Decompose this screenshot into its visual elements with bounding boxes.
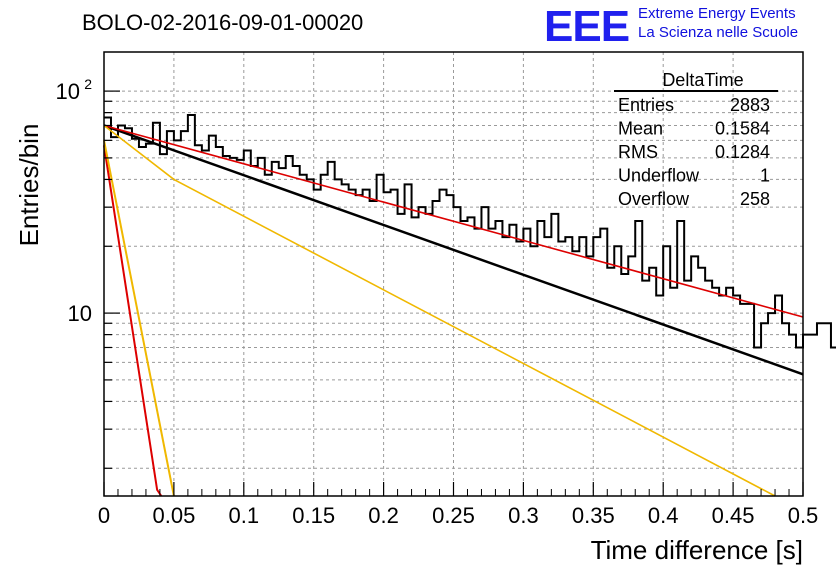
y-axis-label: Entries/bin [14,124,44,247]
fit-line-0 [103,124,804,376]
fit-line-1 [103,124,804,318]
grid [104,52,803,496]
plot-title: BOLO-02-2016-09-01-00020 [82,10,364,35]
stats-label: Entries [618,95,674,115]
x-tick-label: 0.45 [712,503,755,528]
x-tick-label: 0.5 [788,503,819,528]
y-tick-label: 10 [56,79,80,104]
stats-label: Overflow [618,189,690,209]
x-tick-label: 0.1 [229,503,260,528]
y-tick-exponent: 2 [84,76,92,92]
logo-line-1: Extreme Energy Events [638,5,796,22]
stats-value: 2883 [730,95,770,115]
logo-caption: Extreme Energy Events La Scienza nelle S… [638,4,798,42]
axes: 0 0.05 0.1 0.15 0.2 0.25 0.3 0.35 0.4 0.45 0.51010… [56,76,819,528]
stats-label: Mean [618,119,663,139]
x-tick-label: 0.4 [648,503,679,528]
logo-line-2: La Scienza nelle Scuole [638,24,799,41]
x-tick-label: 0.3 [508,503,539,528]
x-tick-label: 0 [98,503,110,528]
y-tick-label: 10 [68,301,92,326]
stats-title: DeltaTime [662,70,743,90]
x-axis-label: Time difference [s] [591,535,803,565]
data-marks [103,114,836,497]
fit-line-4 [103,140,175,497]
stats-label: RMS [618,142,658,162]
x-tick-label: 0.15 [292,503,335,528]
x-tick-label: 0.2 [368,503,399,528]
x-tick-label: 0.05 [152,503,195,528]
x-tick-label: 0.25 [432,503,475,528]
fit-line-2 [103,124,776,497]
stats-value: 1 [760,166,770,186]
eee-logo: EEE [544,2,630,51]
stats-value: 0.1284 [715,142,770,162]
stats-label: Underflow [618,166,700,186]
x-tick-label: 0.35 [572,503,615,528]
stats-box: DeltaTime Entries 2883 Mean 0.1584 RMS 0.1284 U… [614,70,778,209]
stats-value: 258 [740,189,770,209]
fit-line-3 [103,145,163,497]
histogram-steps [104,114,836,349]
stats-value: 0.1584 [715,119,770,139]
